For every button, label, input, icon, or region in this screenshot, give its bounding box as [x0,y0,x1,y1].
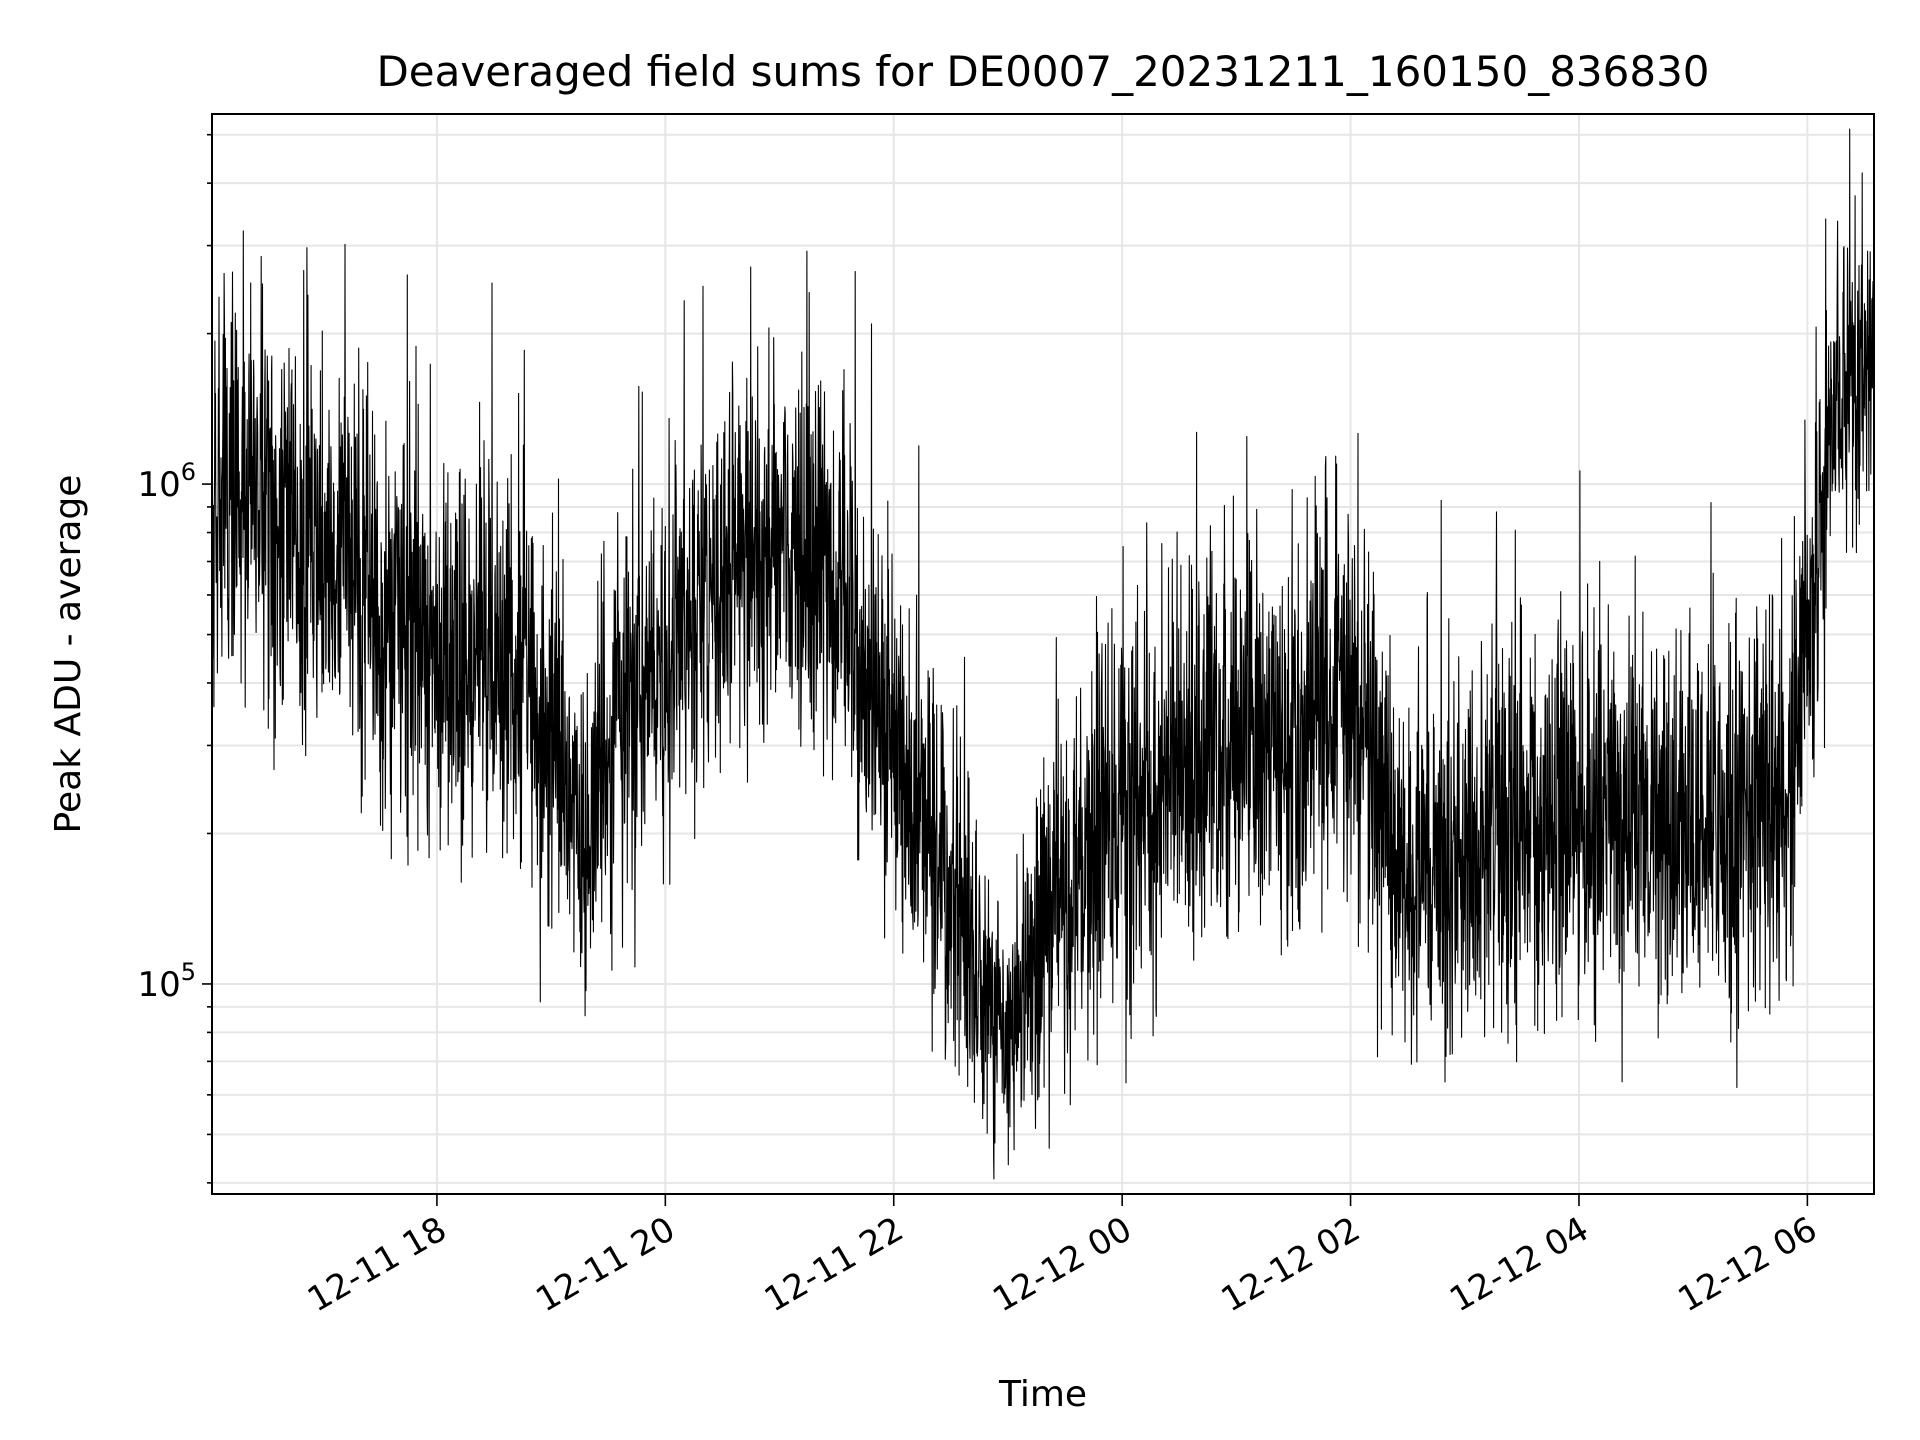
y-axis-label: Peak ADU - average [48,475,89,834]
y-tick-label: 106 [137,458,196,505]
y-tick-label: 105 [137,958,196,1005]
series-line [212,128,1874,1180]
plot-frame [211,113,1875,1195]
chart-title: Deaveraged field sums for DE0007_2023121… [376,47,1709,96]
x-axis-label: Time [998,1374,1087,1415]
series-line-group [212,128,1874,1180]
